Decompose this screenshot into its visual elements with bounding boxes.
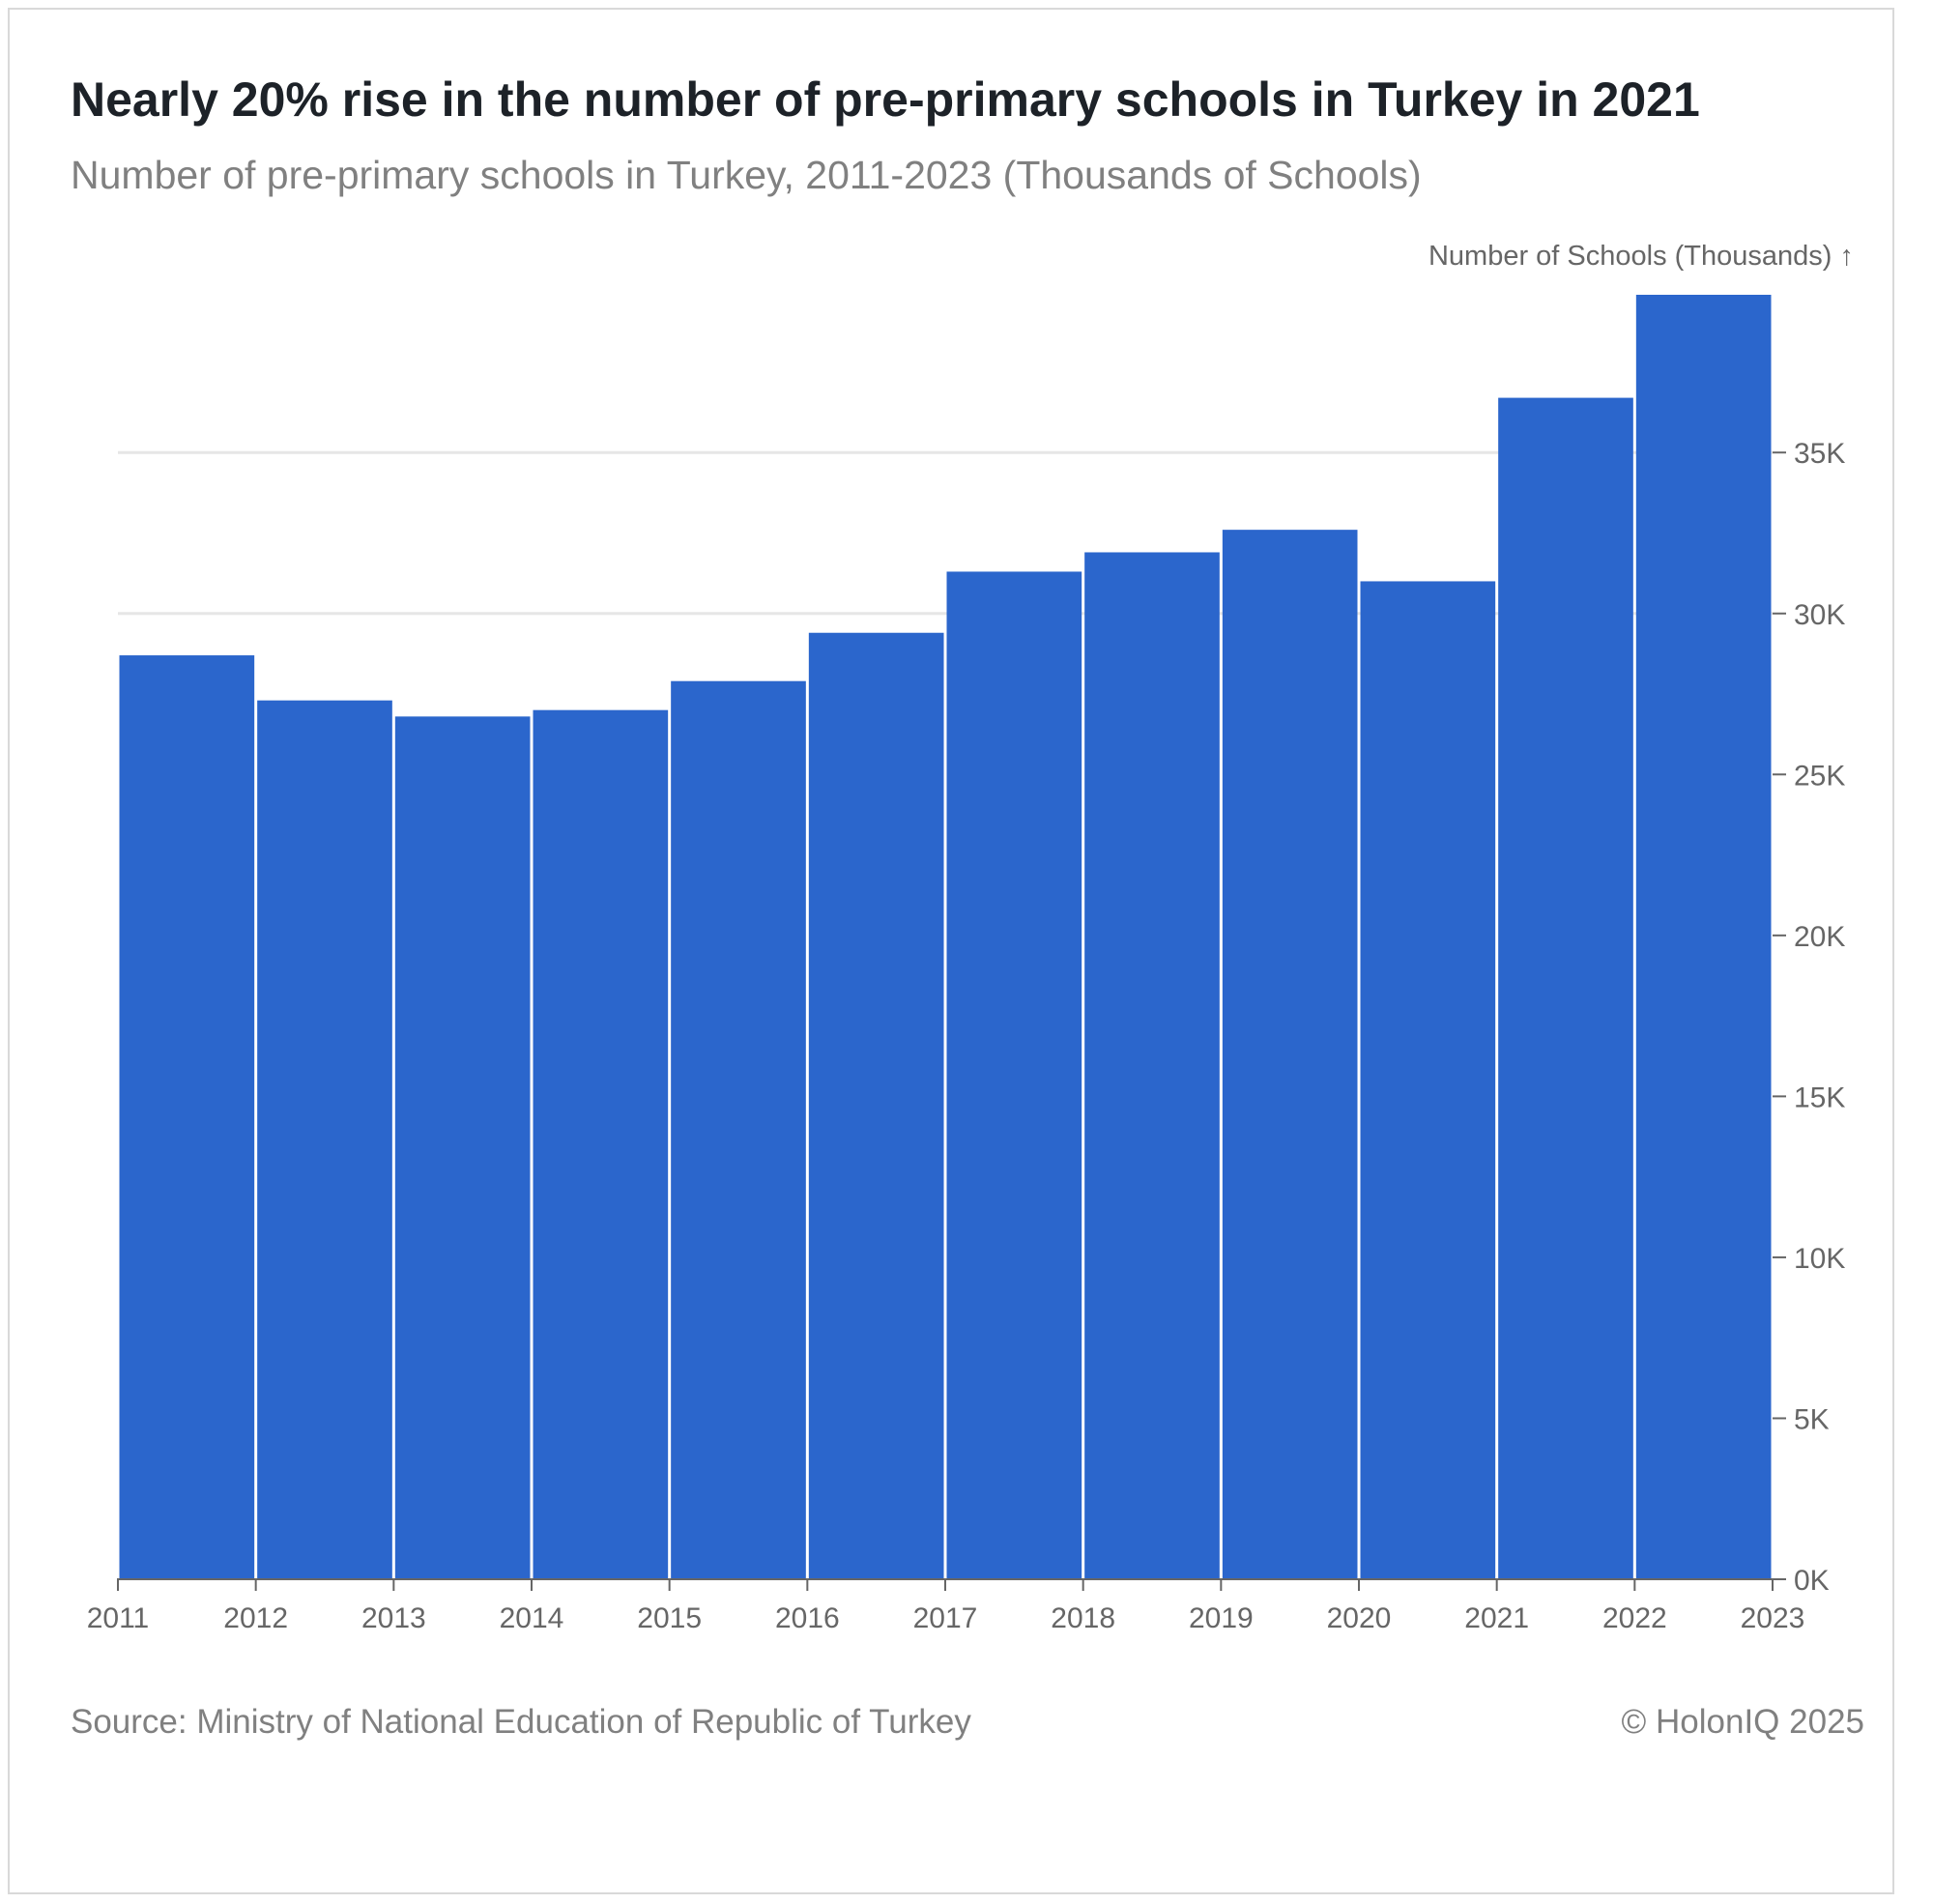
chart-subtitle: Number of pre-primary schools in Turkey,… xyxy=(71,153,1422,197)
y-tick-label-15K: 15K xyxy=(1794,1082,1845,1113)
copyright-note: © HolonIQ 2025 xyxy=(1621,1703,1865,1741)
bar-2012[interactable] xyxy=(257,700,392,1579)
x-tick-label-2022: 2022 xyxy=(1602,1602,1667,1634)
y-tick-label-35K: 35K xyxy=(1794,438,1845,470)
y-tick-label-10K: 10K xyxy=(1794,1243,1845,1275)
y-tick-label-0K: 0K xyxy=(1794,1565,1830,1597)
bar-2015[interactable] xyxy=(671,680,806,1579)
bar-2014[interactable] xyxy=(533,709,669,1579)
x-tick-label-2019: 2019 xyxy=(1189,1602,1254,1634)
x-tick-label-2011: 2011 xyxy=(87,1602,150,1634)
x-tick-label-2014: 2014 xyxy=(500,1602,564,1634)
bar-2016[interactable] xyxy=(808,632,944,1579)
y-tick-label-25K: 25K xyxy=(1794,760,1845,792)
bars xyxy=(119,295,1772,1580)
x-tick-label-2023: 2023 xyxy=(1741,1602,1805,1634)
chart-title: Nearly 20% rise in the number of pre-pri… xyxy=(71,72,1700,127)
bar-2020[interactable] xyxy=(1360,581,1496,1579)
axes: 2011 2012 2013 2014 2015 2016 2017 2018 2019 2020… xyxy=(87,438,1846,1634)
bar-2017[interactable] xyxy=(946,571,1082,1579)
y-tick-label-20K: 20K xyxy=(1794,921,1845,953)
bar-2022[interactable] xyxy=(1635,295,1772,1579)
y-tick-label-5K: 5K xyxy=(1794,1403,1830,1435)
bar-2011[interactable] xyxy=(119,655,255,1579)
source-note: Source: Ministry of National Education o… xyxy=(71,1703,971,1741)
bar-2018[interactable] xyxy=(1084,552,1220,1579)
bar-2013[interactable] xyxy=(394,716,531,1579)
x-tick-label-2020: 2020 xyxy=(1327,1602,1392,1634)
y-axis-title: Number of Schools (Thousands) ↑ xyxy=(1428,241,1854,272)
x-tick-label-2021: 2021 xyxy=(1464,1602,1529,1634)
bar-2021[interactable] xyxy=(1498,397,1633,1580)
x-tick-label-2015: 2015 xyxy=(637,1602,702,1634)
grid-lines xyxy=(118,450,1773,616)
x-tick-label-2013: 2013 xyxy=(361,1602,426,1634)
x-tick-label-2016: 2016 xyxy=(775,1602,840,1634)
x-tick-label-2017: 2017 xyxy=(913,1602,978,1634)
x-tick-label-2018: 2018 xyxy=(1051,1602,1115,1634)
y-tick-label-30K: 30K xyxy=(1794,599,1845,631)
x-tick-label-2012: 2012 xyxy=(223,1602,288,1634)
bar-2019[interactable] xyxy=(1222,530,1358,1579)
